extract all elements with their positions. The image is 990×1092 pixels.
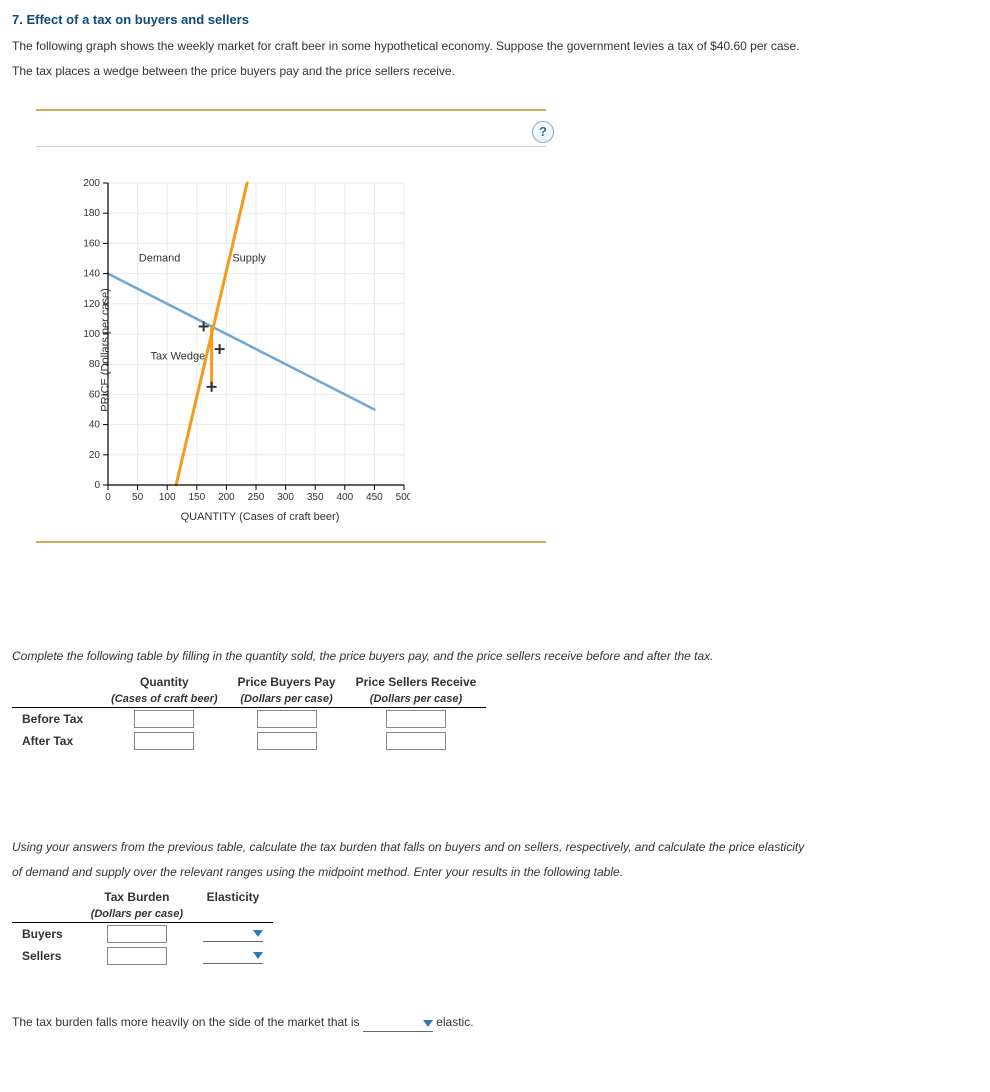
graph-panel: ? PRICE (Dollars per case) Demand Supply T… (36, 109, 546, 543)
intro-line-1: The following graph shows the weekly mar… (12, 37, 978, 56)
elasticity-direction-dropdown[interactable] (363, 1016, 433, 1032)
svg-text:Tax Wedge: Tax Wedge (150, 351, 205, 363)
before-after-table: QuantityPrice Buyers PayPrice Sellers Re… (12, 673, 486, 752)
table2-prompt-a: Using your answers from the previous tab… (12, 838, 978, 857)
svg-text:20: 20 (89, 450, 101, 461)
elasticity-dropdown[interactable] (203, 948, 263, 964)
answer-input[interactable] (257, 732, 317, 750)
answer-input[interactable] (257, 710, 317, 728)
table-row-label: After Tax (12, 730, 101, 752)
elasticity-dropdown[interactable] (203, 926, 263, 942)
svg-text:0: 0 (94, 480, 100, 491)
graph-toolbar: ? (36, 119, 546, 147)
svg-text:500: 500 (396, 492, 410, 503)
answer-input[interactable] (134, 732, 194, 750)
answer-input[interactable] (107, 947, 167, 965)
svg-text:Supply: Supply (232, 253, 266, 265)
chart-area[interactable]: PRICE (Dollars per case) Demand Supply Tax… (80, 177, 440, 523)
chevron-down-icon (253, 930, 263, 937)
intro-line-2: The tax places a wedge between the price… (12, 62, 978, 81)
svg-text:0: 0 (105, 492, 111, 503)
svg-text:150: 150 (188, 492, 205, 503)
answer-input[interactable] (107, 925, 167, 943)
answer-input[interactable] (386, 732, 446, 750)
chevron-down-icon (253, 952, 263, 959)
svg-text:350: 350 (307, 492, 324, 503)
table1-prompt: Complete the following table by filling … (12, 647, 978, 666)
svg-text:180: 180 (83, 209, 100, 220)
svg-text:140: 140 (83, 269, 100, 280)
svg-text:100: 100 (83, 329, 100, 340)
svg-text:450: 450 (366, 492, 383, 503)
supply-demand-chart[interactable]: DemandSupplyTax Wedge0501001502002503003… (80, 177, 410, 507)
svg-text:100: 100 (159, 492, 176, 503)
table-row-label: Sellers (12, 945, 81, 967)
svg-text:250: 250 (248, 492, 265, 503)
svg-text:200: 200 (83, 178, 100, 189)
svg-text:200: 200 (218, 492, 235, 503)
answer-input[interactable] (386, 710, 446, 728)
table-row-label: Buyers (12, 922, 81, 945)
final-pre: The tax burden falls more heavily on the… (12, 1015, 360, 1029)
answer-input[interactable] (134, 710, 194, 728)
table-row-label: Before Tax (12, 707, 101, 730)
svg-text:50: 50 (132, 492, 144, 503)
chevron-down-icon (423, 1020, 433, 1027)
svg-text:80: 80 (89, 360, 101, 371)
help-icon[interactable]: ? (532, 121, 554, 143)
svg-text:160: 160 (83, 239, 100, 250)
question-heading: 7. Effect of a tax on buyers and sellers (12, 12, 978, 27)
svg-text:40: 40 (89, 420, 101, 431)
x-axis-label: QUANTITY (Cases of craft beer) (80, 511, 440, 523)
y-axis-label: PRICE (Dollars per case) (100, 289, 112, 412)
svg-text:Demand: Demand (139, 253, 181, 265)
table2-prompt-b: of demand and supply over the relevant r… (12, 863, 978, 882)
svg-text:400: 400 (336, 492, 353, 503)
burden-elasticity-table: Tax BurdenElasticity(Dollars per case) B… (12, 888, 273, 967)
final-sentence: The tax burden falls more heavily on the… (12, 1013, 978, 1032)
svg-text:120: 120 (83, 299, 100, 310)
svg-text:60: 60 (89, 390, 101, 401)
svg-text:300: 300 (277, 492, 294, 503)
final-post: elastic. (436, 1015, 473, 1029)
